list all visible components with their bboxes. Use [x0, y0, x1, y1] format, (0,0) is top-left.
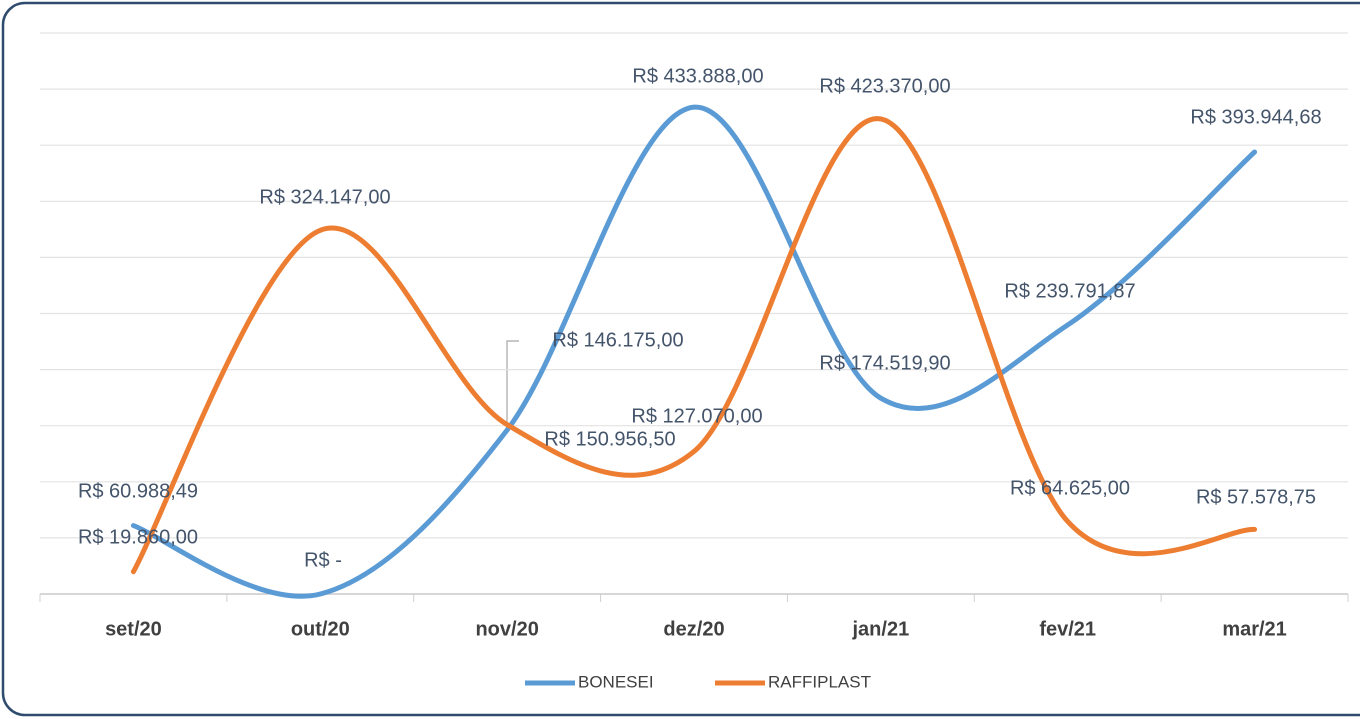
- x-tick-label: out/20: [291, 618, 350, 640]
- data-label: R$ 393.944,68: [1190, 106, 1321, 128]
- data-label: R$ 60.988,49: [78, 480, 198, 502]
- line-series: [130, 104, 1258, 599]
- legend-label: RAFFIPLAST: [768, 672, 871, 691]
- x-tick-label: nov/20: [475, 618, 538, 640]
- data-label: R$ 174.519,90: [819, 352, 950, 374]
- x-tick-label: fev/21: [1039, 618, 1096, 640]
- data-label: R$ 146.175,00: [552, 329, 683, 351]
- data-label: R$ 423.370,00: [819, 75, 950, 97]
- data-label: R$ 324.147,00: [259, 186, 390, 208]
- x-tick-label: mar/21: [1222, 618, 1287, 640]
- x-tick-label: jan/21: [852, 618, 910, 640]
- x-tick-label: set/20: [105, 618, 162, 640]
- data-label: R$ 127.070,00: [631, 405, 762, 427]
- legend-label: BONESEI: [578, 672, 654, 691]
- data-label: R$ -: [304, 549, 342, 571]
- x-tick-label: dez/20: [663, 618, 724, 640]
- data-label: R$ 57.578,75: [1196, 486, 1316, 508]
- data-label: R$ 150.956,50: [544, 428, 675, 450]
- data-label: R$ 239.791,87: [1004, 280, 1135, 302]
- line-series: [130, 116, 1258, 575]
- leader-line: [506, 340, 519, 427]
- data-label: R$ 64.625,00: [1010, 477, 1130, 499]
- data-label: R$ 433.888,00: [632, 65, 763, 87]
- data-label: R$ 19.860,00: [78, 526, 198, 548]
